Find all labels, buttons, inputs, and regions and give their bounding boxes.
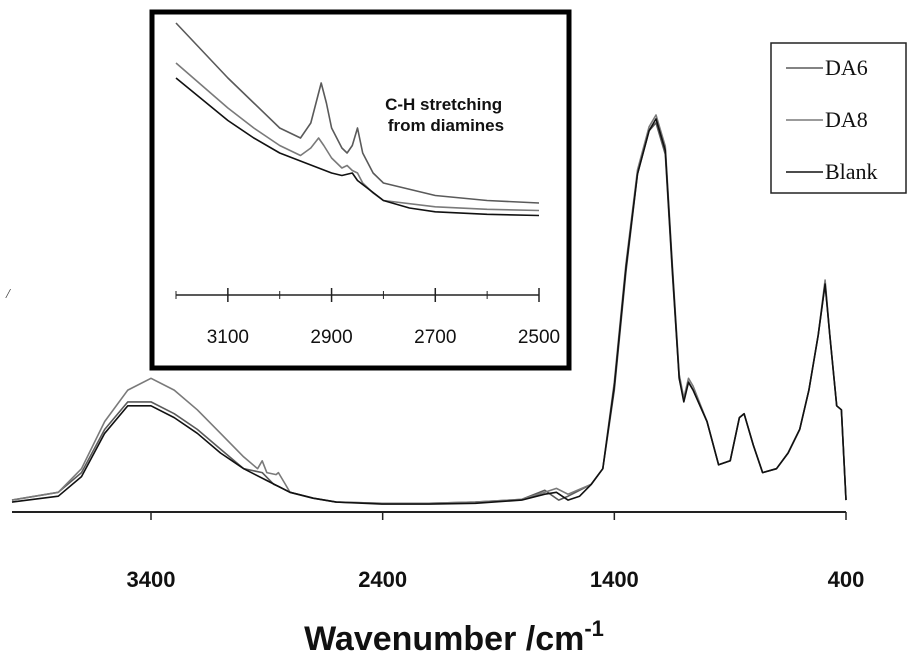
legend-label-da6: DA6 — [825, 55, 868, 80]
inset-x-tick-label: 2500 — [518, 327, 560, 348]
main-x-ticks: 3400 2400 1400 400 — [127, 512, 865, 592]
inset-annotation-line-2: from diamines — [388, 116, 504, 135]
inset-series-group — [175, 22, 540, 217]
stray-mark: / — [5, 287, 11, 302]
x-tick-label: 3400 — [127, 567, 176, 592]
inset-annotation-line-1: C-H stretching — [385, 95, 502, 114]
inset-x-tick-label: 2700 — [414, 327, 456, 348]
x-tick-label: 1400 — [590, 567, 639, 592]
inset-series-line-blank — [175, 77, 540, 217]
main-series-group — [11, 114, 847, 505]
inset-annotation: C-H stretching from diamines — [385, 95, 507, 135]
inset-x-ticks: 3100 2900 2700 2500 — [175, 288, 560, 348]
inset-chart: 3100 2900 2700 2500 C-H stretching from dia… — [149, 9, 572, 371]
legend-label-da8: DA8 — [825, 107, 868, 132]
inset-x-tick-label: 3100 — [207, 327, 249, 348]
legend: DA6 DA8 Blank — [770, 42, 907, 194]
x-tick-label: 2400 — [358, 567, 407, 592]
x-tick-label: 400 — [828, 567, 865, 592]
inset-frame — [149, 9, 572, 371]
x-axis-label: Wavenumber /cm-1 — [304, 616, 604, 658]
series-line-blank — [11, 118, 847, 505]
inset-series-line-da8 — [175, 22, 540, 204]
inset-x-tick-label: 2900 — [310, 327, 352, 348]
legend-label-blank: Blank — [825, 159, 878, 184]
